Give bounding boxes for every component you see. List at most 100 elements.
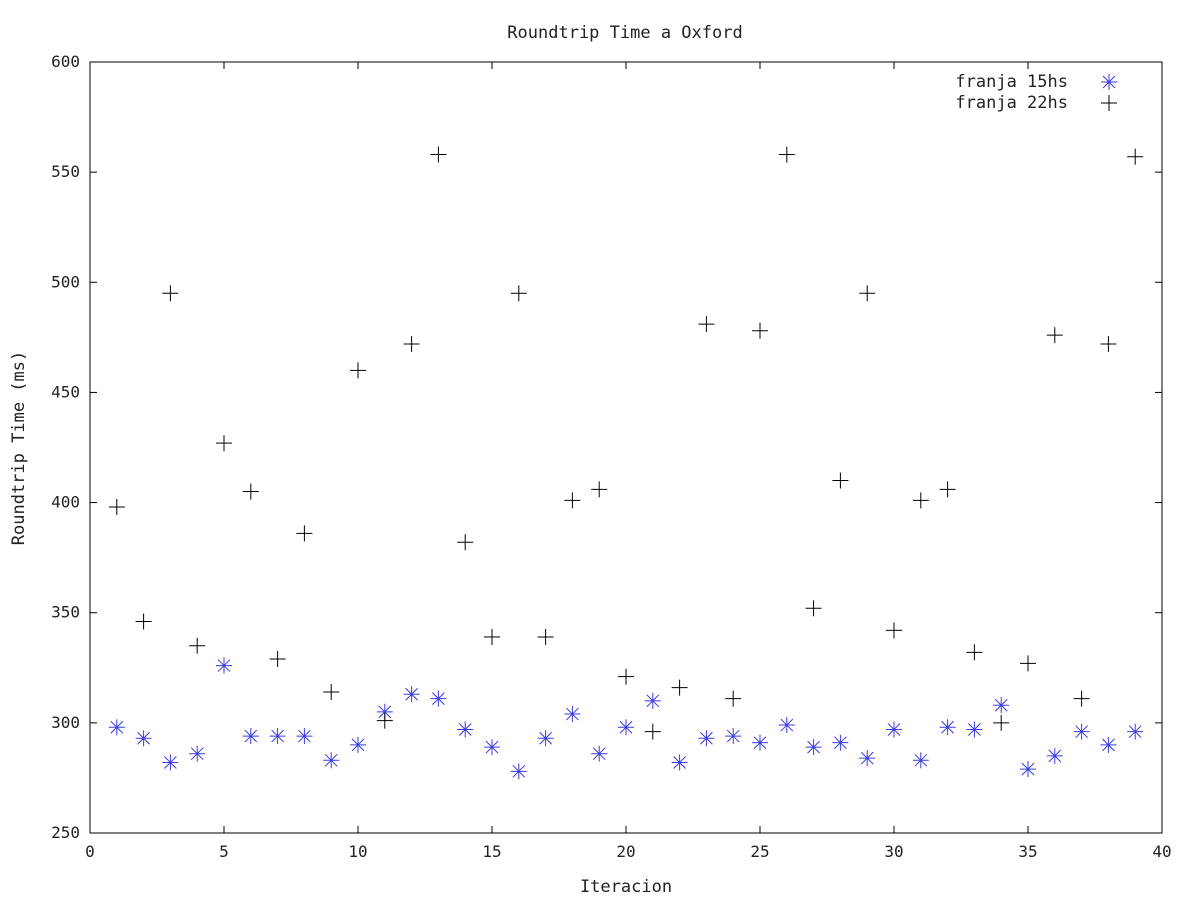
series-2 xyxy=(108,146,1144,740)
data-point xyxy=(725,728,742,745)
data-point xyxy=(403,686,420,703)
data-point xyxy=(671,679,688,696)
data-point xyxy=(457,534,474,551)
data-point xyxy=(725,690,742,707)
data-point xyxy=(189,745,206,762)
x-tick-label: 10 xyxy=(348,842,367,861)
data-point xyxy=(484,628,500,645)
x-tick-label: 5 xyxy=(219,842,229,861)
x-tick-label: 35 xyxy=(1018,842,1037,861)
data-point xyxy=(242,728,259,745)
axis-ticks: 0 5 10 15 20 25 30 35 40 250 300 350 400 450 500 550 600 xyxy=(51,52,1172,861)
data-point xyxy=(108,498,125,515)
data-point xyxy=(752,734,768,751)
y-tick-label: 250 xyxy=(51,823,80,842)
y-tick-label: 300 xyxy=(51,713,80,732)
data-point xyxy=(1127,723,1144,740)
data-points xyxy=(108,146,1144,780)
data-point xyxy=(939,719,956,736)
x-axis-label: Iteracion xyxy=(580,877,672,897)
data-point xyxy=(859,750,876,767)
data-point xyxy=(671,754,688,771)
data-point xyxy=(323,684,340,701)
data-point xyxy=(376,712,393,729)
data-point xyxy=(296,728,313,745)
data-point xyxy=(242,483,259,500)
data-point xyxy=(484,739,500,756)
data-point xyxy=(108,719,125,736)
y-tick-label: 600 xyxy=(51,52,80,71)
data-point xyxy=(350,736,366,753)
data-point xyxy=(886,721,902,738)
data-point xyxy=(912,492,929,509)
data-point xyxy=(510,285,527,302)
data-point xyxy=(350,362,366,379)
data-point xyxy=(216,435,232,452)
legend-label: franja 15hs xyxy=(955,72,1068,92)
data-point xyxy=(430,690,447,707)
data-point xyxy=(698,316,715,333)
data-point xyxy=(189,637,206,654)
data-point xyxy=(993,697,1010,714)
data-point xyxy=(1100,736,1117,753)
data-point xyxy=(832,472,849,489)
y-axis-label: Roundtrip Time (ms) xyxy=(9,351,29,545)
data-point xyxy=(912,752,929,769)
chart-title: Roundtrip Time a Oxford xyxy=(507,23,742,43)
x-tick-label: 25 xyxy=(750,842,769,861)
data-point xyxy=(537,628,554,645)
data-point xyxy=(510,763,527,780)
data-point xyxy=(1100,335,1117,352)
data-point xyxy=(1046,327,1063,344)
data-point xyxy=(269,650,286,667)
data-point xyxy=(939,481,956,498)
data-point xyxy=(135,730,152,747)
data-point xyxy=(296,525,313,542)
legend-marker xyxy=(1101,95,1117,111)
data-point xyxy=(1020,655,1036,672)
x-tick-label: 20 xyxy=(616,842,635,861)
data-point xyxy=(805,739,822,756)
data-point xyxy=(1127,148,1144,165)
data-point xyxy=(1020,761,1036,778)
data-point xyxy=(993,714,1010,731)
data-point xyxy=(805,600,822,617)
data-point xyxy=(859,285,876,302)
data-point xyxy=(618,668,634,685)
data-point xyxy=(430,146,447,163)
data-point xyxy=(752,322,768,339)
data-point xyxy=(1073,723,1090,740)
data-point xyxy=(403,335,420,352)
data-point xyxy=(162,285,179,302)
series-1 xyxy=(108,657,1144,780)
data-point xyxy=(644,692,661,709)
data-point xyxy=(564,492,581,509)
data-point xyxy=(966,721,983,738)
legend-marker xyxy=(1101,74,1117,90)
data-point xyxy=(591,745,608,762)
x-tick-label: 40 xyxy=(1152,842,1171,861)
data-point xyxy=(832,734,849,751)
data-point xyxy=(778,146,795,163)
data-point xyxy=(1046,747,1063,764)
data-point xyxy=(698,730,715,747)
data-point xyxy=(886,622,902,639)
x-tick-label: 0 xyxy=(85,842,95,861)
y-tick-label: 550 xyxy=(51,162,80,181)
data-point xyxy=(323,752,340,769)
x-tick-label: 30 xyxy=(884,842,903,861)
data-point xyxy=(135,613,152,630)
data-point xyxy=(457,721,474,738)
data-point xyxy=(162,754,179,771)
data-point xyxy=(564,706,581,723)
y-tick-label: 350 xyxy=(51,603,80,622)
y-tick-label: 450 xyxy=(51,382,80,401)
legend-label: franja 22hs xyxy=(955,93,1068,113)
data-point xyxy=(618,719,634,736)
data-point xyxy=(966,644,983,661)
y-tick-label: 500 xyxy=(51,272,80,291)
data-point xyxy=(269,728,286,745)
data-point xyxy=(778,717,795,734)
